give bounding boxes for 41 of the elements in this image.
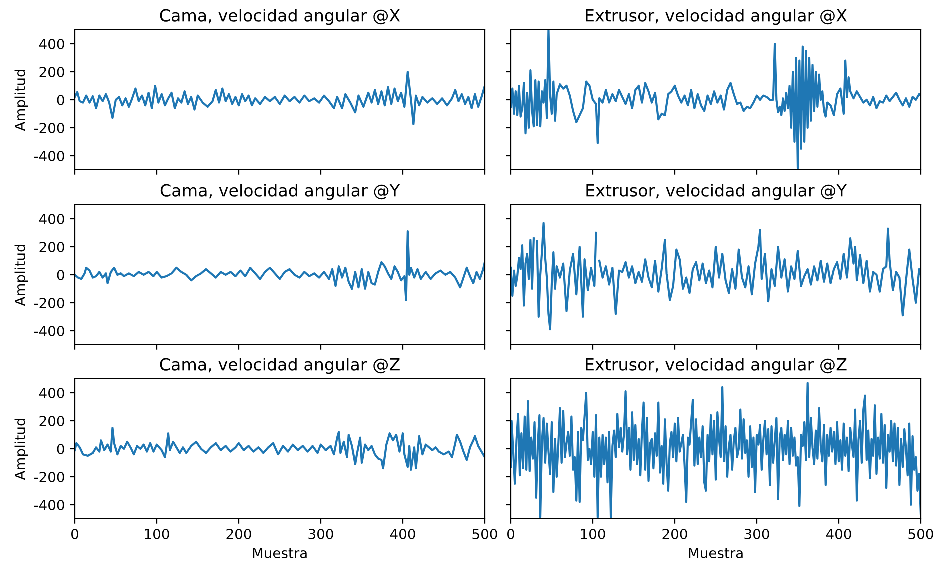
line-series [75,426,485,472]
chart-title: Cama, velocidad angular @Y [160,184,400,200]
x-tick-label: 500 [908,528,934,540]
chart-title: Extrusor, velocidad angular @Z [586,358,847,374]
y-axis-title: Amplitud [14,70,28,132]
line-series [75,230,485,302]
x-axis-title: Muestra [253,548,307,558]
y-axis-title: Amplitud [14,244,28,306]
x-tick-label: 100 [581,528,606,540]
y-tick-label: 400 [39,388,64,398]
y-tick-label: 0 [57,444,64,454]
y-tick-label: -200 [34,472,64,482]
y-tick-label: 0 [57,270,64,280]
y-tick-label: -400 [34,150,64,162]
chart-title: Cama, velocidad angular @Z [160,358,400,374]
x-tick-label: 400 [390,528,416,540]
x-tick-label: 0 [71,528,78,540]
x-axis-title: Muestra [689,548,743,558]
chart-title: Extrusor, velocidad angular @X [586,9,848,26]
y-tick-label: 200 [40,242,64,252]
y-tick-label: -200 [34,122,64,134]
chart-title: Cama, velocidad angular @X [160,9,400,26]
y-tick-label: 400 [39,38,64,50]
x-tick-label: 400 [826,528,852,540]
chart-title: Extrusor, velocidad angular @Y [586,184,847,200]
x-tick-label: 300 [308,528,334,540]
x-tick-label: 300 [744,528,770,540]
x-tick-label: 200 [662,528,688,540]
x-tick-label: 500 [472,528,498,540]
y-tick-label: 0 [57,94,64,106]
y-tick-label: 400 [39,214,64,224]
line-series [75,70,485,126]
y-tick-label: -400 [34,326,64,336]
y-tick-label: -200 [34,298,64,308]
y-axis-title: Amplitud [14,418,28,480]
x-tick-label: 200 [226,528,252,540]
x-tick-label: 100 [145,528,170,540]
x-tick-label: 0 [507,528,514,540]
y-tick-label: -400 [34,500,64,510]
y-tick-label: 200 [40,416,64,426]
y-tick-label: 200 [40,66,64,78]
